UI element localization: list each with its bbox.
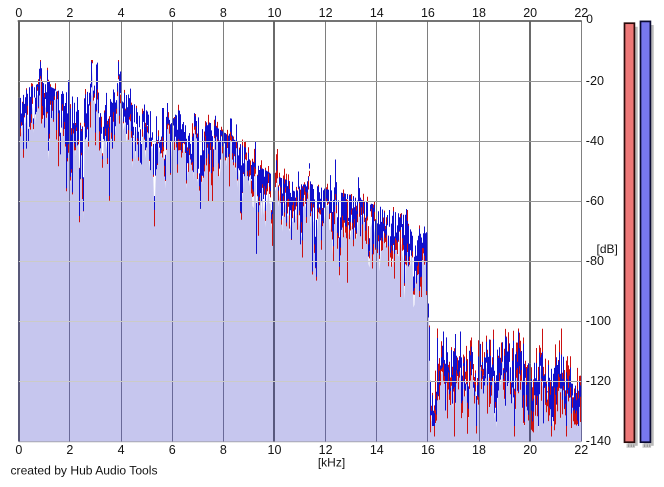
svg-text:-40: -40	[586, 134, 604, 148]
svg-text:12: 12	[319, 6, 333, 20]
svg-text:22: 22	[574, 6, 588, 20]
svg-text:-120: -120	[586, 374, 611, 388]
svg-text:0: 0	[586, 12, 593, 26]
svg-text:18: 18	[472, 443, 486, 457]
svg-text:4: 4	[118, 6, 125, 20]
svg-text:0: 0	[15, 443, 22, 457]
svg-text:8: 8	[220, 6, 227, 20]
svg-text:2: 2	[66, 443, 73, 457]
svg-text:20: 20	[523, 6, 537, 20]
svg-text:0: 0	[15, 6, 22, 20]
svg-text:[kHz]: [kHz]	[318, 456, 345, 470]
svg-text:[dB]: [dB]	[597, 242, 618, 256]
svg-text:18: 18	[472, 6, 486, 20]
svg-text:-100: -100	[586, 314, 611, 328]
svg-text:6: 6	[169, 443, 176, 457]
svg-text:10: 10	[268, 6, 282, 20]
svg-text:14: 14	[370, 6, 384, 20]
svg-text:16: 16	[421, 443, 435, 457]
svg-text:20: 20	[523, 443, 537, 457]
svg-text:2: 2	[66, 6, 73, 20]
svg-text:created by Hub Audio Tools: created by Hub Audio Tools	[11, 464, 158, 478]
svg-text:-20: -20	[586, 74, 604, 88]
svg-text:22: 22	[574, 443, 588, 457]
svg-text:-140: -140	[586, 434, 611, 448]
svg-text:16: 16	[421, 6, 435, 20]
svg-text:12: 12	[319, 443, 333, 457]
svg-text:6: 6	[169, 6, 176, 20]
svg-text:-80: -80	[586, 254, 604, 268]
svg-text:14: 14	[370, 443, 384, 457]
svg-text:-60: -60	[586, 194, 604, 208]
svg-text:8: 8	[220, 443, 227, 457]
svg-text:10: 10	[268, 443, 282, 457]
svg-text:4: 4	[118, 443, 125, 457]
